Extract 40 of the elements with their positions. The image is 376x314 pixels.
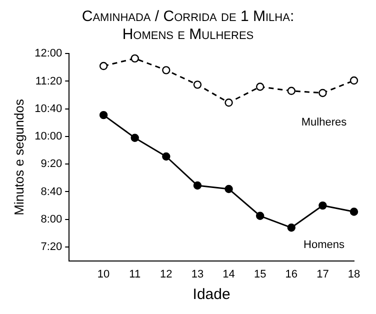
x-tick-label: 17 [316,268,329,280]
point [193,181,202,190]
point [162,152,170,161]
point [318,88,327,98]
point [256,212,264,220]
point [130,134,139,142]
point [256,82,264,91]
y-tick-label: 10:40 [34,102,62,115]
x-tick-label: 13 [191,268,204,280]
y-tick-label: 11:20 [35,75,62,88]
y-tick-label: 8:00 [40,213,62,226]
y-tick-label: 12:00 [34,48,62,60]
point [350,76,358,85]
point [162,66,170,74]
point [99,62,108,70]
point [224,184,233,194]
x-tick-label: 12 [160,268,172,280]
text: Mulheres [301,116,348,129]
point [287,86,296,95]
x-tick-label: 11 [129,268,141,280]
series-label: Homens [304,238,345,251]
point [130,54,139,63]
y-tick-label: 7:20 [40,241,62,254]
chart-title: Caminhada / Corrida de 1 Milha: Homens e Mulheres [80,8,296,44]
x-tick-label: 18 [348,268,360,280]
x-tick-label: 15 [254,268,266,280]
y-axis-title: Minutos e segundos [11,98,26,216]
point [99,110,108,120]
y-tick-label: 9:20 [40,158,62,170]
x-tick-label: 10 [97,268,110,280]
point [193,80,202,89]
point [224,98,233,107]
y-tick-label: 8:40 [40,186,62,198]
y-tick-label: 10:00 [34,130,62,143]
x-axis-title: Idade [192,286,230,304]
point [318,201,327,210]
x-tick-label: 14 [222,268,235,280]
point [287,224,296,232]
x-tick-label: 16 [285,268,298,280]
point [350,208,358,216]
